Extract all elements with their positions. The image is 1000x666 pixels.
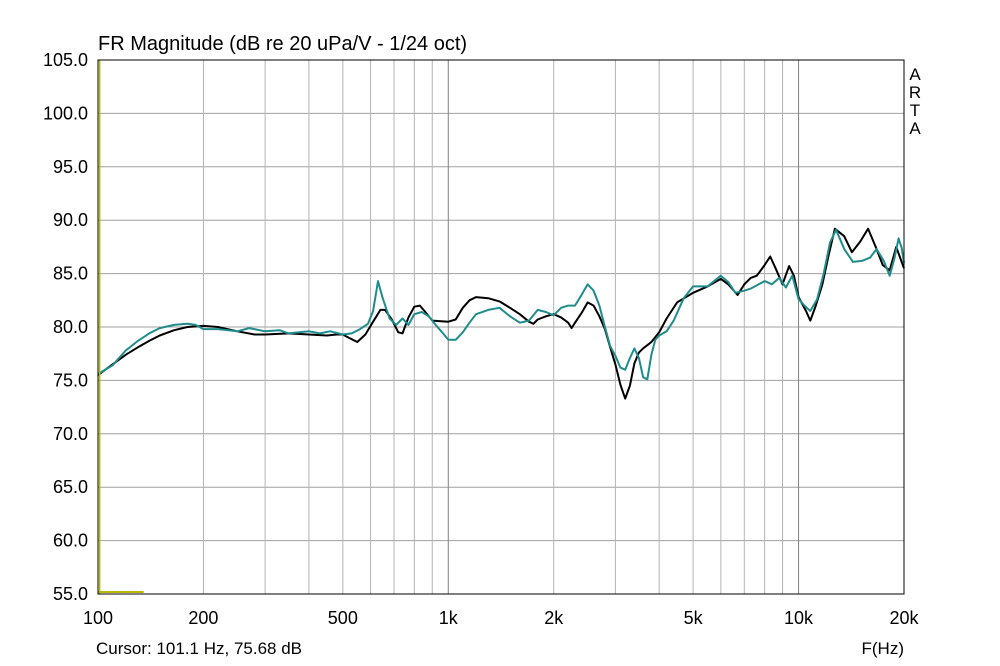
series-lines — [97, 227, 905, 400]
y-tick-label: 90.0 — [53, 210, 88, 230]
x-axis-ticks: 100 200 500 1k 2k 5k 10k 20k — [83, 608, 920, 628]
chart-title: FR Magnitude (dB re 20 uPa/V - 1/24 oct) — [98, 33, 467, 55]
x-axis-label: F(Hz) — [862, 639, 904, 658]
x-tick-label: 10k — [784, 608, 814, 628]
cursor-readout: Cursor: 101.1 Hz, 75.68 dB — [96, 639, 302, 658]
x-tick-label: 200 — [188, 608, 218, 628]
y-tick-label: 105.0 — [43, 50, 88, 70]
series-line-2 — [97, 228, 905, 381]
watermark-letter: R — [909, 83, 921, 102]
y-tick-label: 85.0 — [53, 264, 88, 284]
x-tick-label: 100 — [83, 608, 113, 628]
plot-area-frame — [97, 59, 905, 595]
watermark-letter: A — [909, 65, 921, 84]
grid — [98, 60, 904, 594]
x-tick-label: 5k — [684, 608, 704, 628]
y-tick-label: 100.0 — [43, 103, 88, 123]
x-tick-label: 20k — [889, 608, 919, 628]
watermark-letter: T — [910, 101, 920, 120]
y-tick-label: 55.0 — [53, 584, 88, 604]
y-tick-label: 60.0 — [53, 531, 88, 551]
y-tick-label: 65.0 — [53, 477, 88, 497]
cursor — [98, 60, 144, 594]
y-axis-ticks: 105.0 100.0 95.0 90.0 85.0 80.0 75.0 70.0 65.0 60… — [43, 50, 88, 604]
watermark-letter: A — [909, 119, 921, 138]
x-tick-label: 1k — [439, 608, 459, 628]
x-tick-label: 500 — [328, 608, 358, 628]
y-tick-label: 95.0 — [53, 157, 88, 177]
y-tick-label: 70.0 — [53, 424, 88, 444]
x-tick-label: 2k — [544, 608, 564, 628]
y-tick-label: 80.0 — [53, 317, 88, 337]
y-tick-label: 75.0 — [53, 370, 88, 390]
